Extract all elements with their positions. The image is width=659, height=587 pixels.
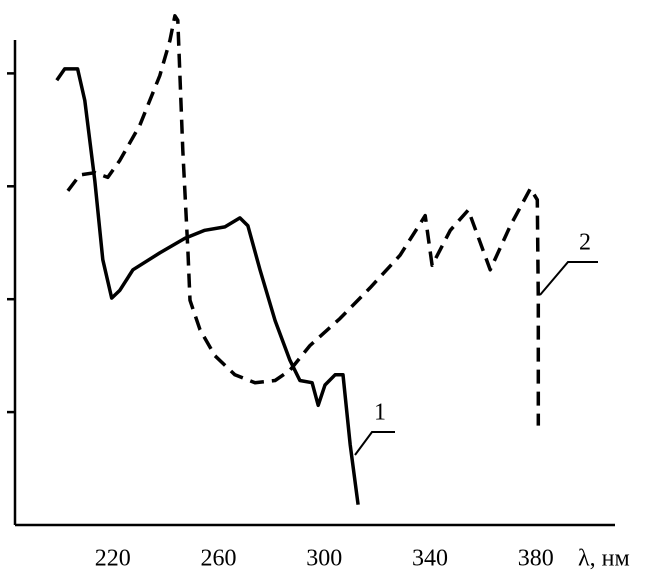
x-tick-label: 220 bbox=[95, 546, 131, 572]
series-label: 1 bbox=[374, 400, 386, 426]
x-tick-label: 300 bbox=[306, 546, 342, 572]
x-tick-label: 340 bbox=[412, 546, 448, 572]
series-line bbox=[55, 67, 360, 505]
series-line bbox=[66, 14, 541, 426]
x-axis-label: λ, нм bbox=[578, 546, 630, 572]
series-label: 2 bbox=[579, 230, 591, 256]
x-tick-label: 380 bbox=[518, 546, 554, 572]
x-tick-label: 260 bbox=[201, 546, 237, 572]
leader-line bbox=[354, 431, 395, 456]
leader-line bbox=[539, 261, 598, 296]
